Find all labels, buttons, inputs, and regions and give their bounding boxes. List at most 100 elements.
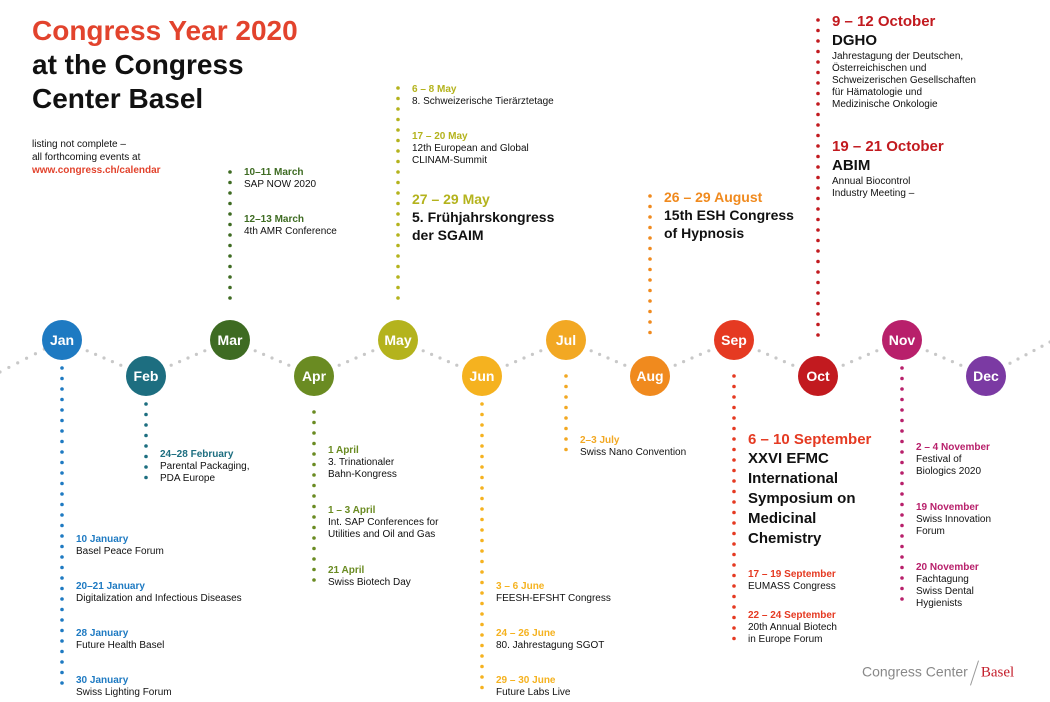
baseline-dot <box>623 363 627 367</box>
connector-dot <box>732 636 736 641</box>
connector-dot <box>480 507 484 511</box>
connector-dot <box>732 395 736 399</box>
connector-dot <box>732 573 736 578</box>
baseline-dot <box>774 356 778 360</box>
logo-text-left: Congress Center <box>862 663 968 680</box>
baseline-dot <box>287 363 291 367</box>
event-name-line: für Hämatologie und <box>832 87 923 98</box>
connector-dot <box>732 531 736 536</box>
connector-dot <box>144 412 148 417</box>
event-oct-1: 9 – 12 October DGHO Jahrestagung der Deu… <box>832 12 976 111</box>
connector-dot <box>900 450 904 454</box>
connector-dot <box>144 433 148 438</box>
event-date: 30 January <box>76 675 129 686</box>
month-label-oct: Oct <box>806 368 830 384</box>
event-mar-2: 12–13 March 4th AMR Conference <box>244 214 337 238</box>
event-name: 8. Schweizerische Tierärztetage <box>412 96 554 107</box>
connector-dot <box>816 259 820 264</box>
baseline-dot <box>371 349 375 353</box>
connector-dot <box>732 374 736 378</box>
event-name-line: Int. SAP Conferences for <box>328 517 439 528</box>
connector-dot <box>648 236 652 240</box>
connector-dot <box>144 444 148 448</box>
connector-dot <box>900 576 904 580</box>
event-name-line: 3. Trinationaler <box>328 457 395 468</box>
connector-dot <box>60 649 64 654</box>
baseline-dot <box>782 360 787 364</box>
month-nov: Nov <box>882 320 922 360</box>
connector-dot <box>732 426 736 431</box>
logo-divider <box>969 660 979 686</box>
event-oct-2: 19 – 21 October ABIM Annual Biocontrol I… <box>832 137 944 200</box>
baseline-dot <box>354 356 358 360</box>
connector-dot <box>480 643 484 648</box>
connector-dot <box>228 243 232 248</box>
baseline-dot <box>421 349 425 353</box>
month-label-may: May <box>384 332 412 348</box>
event-name-line: Industry Meeting – <box>832 188 915 199</box>
connector-dot <box>312 578 316 582</box>
connector-dot <box>60 660 64 664</box>
connector-dot <box>900 544 904 549</box>
connector-dot <box>900 460 904 465</box>
month-mar: Mar <box>210 320 250 360</box>
connector-dot <box>60 670 64 675</box>
month-label-sep: Sep <box>721 332 747 348</box>
baseline-dot <box>194 352 198 356</box>
connector-dot <box>816 123 820 127</box>
connector-dot <box>900 513 904 517</box>
baseline-dot <box>514 360 518 364</box>
event-name: 4th AMR Conference <box>244 226 337 237</box>
connector-dot <box>228 212 232 216</box>
connector-dot <box>60 471 64 475</box>
month-label-feb: Feb <box>133 368 159 384</box>
connector-dot <box>564 447 568 452</box>
event-name-line: of Hypnosis <box>664 225 745 241</box>
connector-dot <box>312 504 316 509</box>
connector-dot <box>312 546 316 551</box>
connector-dot <box>816 112 820 117</box>
baseline-dot <box>682 360 686 364</box>
event-name-line: Swiss Dental <box>916 586 974 597</box>
baseline-dot <box>438 356 442 360</box>
connector-dot <box>144 402 148 406</box>
connector-dot <box>60 544 64 549</box>
connector-dot <box>816 186 820 190</box>
connector-dot <box>396 254 400 258</box>
note-line-1: listing not complete – <box>32 139 126 150</box>
connector-dot <box>60 502 64 507</box>
event-name-line: International <box>748 470 839 487</box>
connector-dot <box>60 387 64 391</box>
connector-dot <box>816 322 820 327</box>
baseline-dot <box>24 356 29 360</box>
connector-dot <box>816 28 820 33</box>
event-name: FEESH-EFSHT Congress <box>496 593 611 604</box>
connector-dot <box>480 412 484 417</box>
baseline-dot <box>522 356 526 360</box>
event-name: Future Health Basel <box>76 640 165 651</box>
event-jun-2: 24 – 26 June 80. Jahrestagung SGOT <box>496 628 604 652</box>
event-jun-1: 3 – 6 June FEESH-EFSHT Congress <box>496 581 611 605</box>
month-label-jan: Jan <box>49 332 75 348</box>
connector-dot <box>396 180 400 185</box>
calendar-link[interactable]: www.congress.ch/calendar <box>32 165 161 176</box>
connector-dot <box>564 426 568 431</box>
note-line-2: all forthcoming events at <box>32 152 141 163</box>
connector-dot <box>480 528 484 532</box>
connector-dot <box>396 285 400 290</box>
connector-dot <box>816 175 820 180</box>
connector-dot <box>60 628 64 633</box>
event-date: 24 – 26 June <box>496 628 556 639</box>
connector-dot <box>396 128 400 132</box>
event-date: 10–11 March <box>244 167 304 178</box>
month-apr: Apr <box>294 356 334 396</box>
connector-dot <box>60 576 64 580</box>
connector-dot <box>648 225 652 230</box>
event-name: EUMASS Congress <box>748 581 836 592</box>
connector-dot <box>480 475 484 480</box>
connector-dot <box>648 288 652 293</box>
connector-dot <box>564 437 568 441</box>
event-name-line: in Europe Forum <box>748 634 823 645</box>
connector-dot <box>312 515 316 519</box>
connector-dot <box>480 664 484 669</box>
